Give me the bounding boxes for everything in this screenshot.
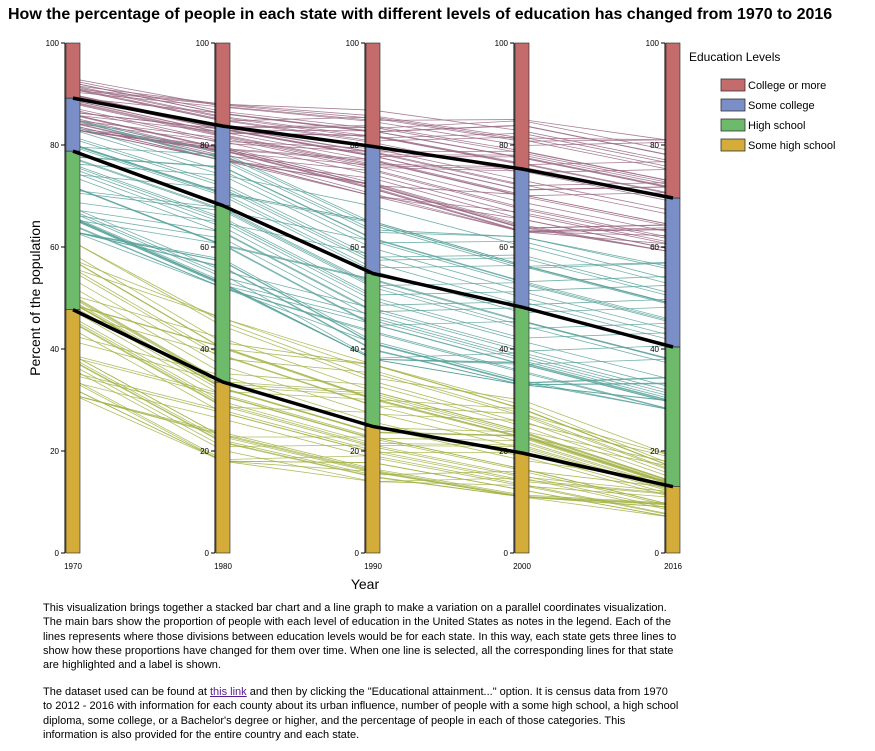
bar-segment-college-or-more (665, 42, 681, 199)
dataset-text-after: and then by clicking the "Educational at… (43, 686, 679, 741)
x-axis-label: Year (351, 576, 380, 592)
y-tick-label: 60 (650, 243, 659, 252)
dataset-text-before: The dataset used can be found at (43, 686, 210, 698)
legend-swatch-some-high-school (720, 138, 746, 152)
dataset-link[interactable]: this link (209, 686, 247, 698)
bar-segment-college-or-more (65, 42, 81, 99)
bar-segment-college-or-more (365, 42, 381, 147)
y-tick-label: 0 (355, 549, 360, 558)
bar-segment-college-or-more (514, 42, 530, 170)
bar-segment-high-school (665, 346, 681, 487)
legend: Education Levels College or more Some col… (689, 50, 835, 152)
y-tick-label: 80 (499, 141, 508, 150)
y-tick-label: 0 (655, 549, 660, 558)
legend-label-college-or-more: College or more (748, 80, 826, 92)
bar-segment-high-school (365, 273, 381, 427)
axes-layer: 0 20 40 60 80 100 1970 0 20 40 60 80 100 1980 0 20 40 60 8… (46, 39, 683, 571)
y-tick-label: 20 (50, 447, 59, 456)
bar-segment-some-college (514, 168, 530, 308)
bar-segment-some-high-school (665, 486, 681, 554)
y-tick-label: 40 (650, 345, 659, 354)
x-tick-label: 2000 (513, 562, 531, 571)
y-tick-label: 40 (50, 345, 59, 354)
legend-swatch-some-college (720, 98, 746, 112)
y-tick-label: 100 (346, 39, 360, 48)
bar-segment-some-college (665, 197, 681, 348)
description-paragraph: This visualization brings together a sta… (43, 602, 677, 672)
legend-title: Education Levels (689, 50, 780, 64)
bar-segment-some-high-school (65, 309, 81, 554)
y-tick-label: 80 (50, 141, 59, 150)
x-tick-label: 1970 (64, 562, 82, 571)
y-tick-label: 80 (650, 141, 659, 150)
legend-label-high-school: High school (748, 120, 805, 132)
y-tick-label: 40 (200, 345, 209, 354)
x-tick-label: 1980 (214, 562, 232, 571)
x-tick-label: 1990 (364, 562, 382, 571)
y-tick-label: 40 (350, 345, 359, 354)
bar-segment-high-school (514, 306, 530, 454)
y-tick-label: 60 (499, 243, 508, 252)
y-tick-label: 100 (46, 39, 60, 48)
y-tick-label: 20 (350, 447, 359, 456)
y-tick-label: 80 (200, 141, 209, 150)
y-tick-label: 100 (646, 39, 660, 48)
bar-segment-some-high-school (215, 381, 231, 554)
bar-segment-some-college (365, 146, 381, 274)
us-line-some-high-school (72, 308, 674, 489)
y-tick-label: 20 (650, 447, 659, 456)
bar-segment-some-college (215, 125, 231, 206)
y-tick-label: 60 (350, 243, 359, 252)
bar-segment-college-or-more (215, 42, 231, 127)
chart-title: How the percentage of people in each sta… (8, 6, 833, 23)
bar-segment-high-school (215, 205, 231, 383)
us-line-high-school (72, 149, 674, 349)
bar-segment-some-high-school (514, 452, 530, 554)
bars-layer (65, 42, 681, 554)
y-tick-label: 60 (50, 243, 59, 252)
us-line-college (72, 96, 674, 200)
legend-swatch-high-school (720, 118, 746, 132)
dataset-paragraph: The dataset used can be found at this li… (43, 685, 679, 742)
y-tick-label: 100 (196, 39, 210, 48)
bar-segment-some-college (65, 97, 81, 152)
y-tick-label: 0 (205, 549, 210, 558)
legend-swatch-college-or-more (720, 78, 746, 92)
y-tick-label: 40 (499, 345, 508, 354)
y-axis-label: Percent of the population (27, 220, 43, 376)
y-tick-label: 60 (200, 243, 209, 252)
x-tick-label: 2016 (664, 562, 682, 571)
y-tick-label: 20 (200, 447, 209, 456)
bar-segment-high-school (65, 150, 81, 311)
y-tick-label: 100 (495, 39, 509, 48)
bar-segment-some-high-school (365, 426, 381, 554)
chart-svg: 0 20 40 60 80 100 1970 0 20 40 60 80 100 1980 0 20 40 60 8… (27, 39, 835, 592)
y-tick-label: 0 (504, 549, 509, 558)
legend-label-some-high-school: Some high school (748, 140, 835, 152)
us-lines-layer (72, 96, 674, 489)
y-tick-label: 0 (55, 549, 60, 558)
legend-label-some-college: Some college (748, 100, 815, 112)
